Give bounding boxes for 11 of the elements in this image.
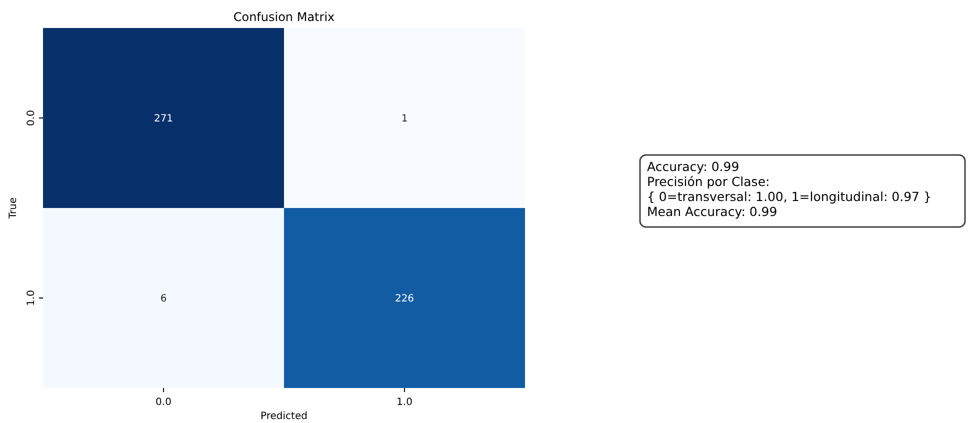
x-axis-title: Predicted [260, 411, 308, 422]
y-axis-title: True [8, 197, 19, 220]
data-label: 226 [394, 294, 414, 304]
data-label: 271 [154, 114, 174, 124]
data-label: 1 [401, 114, 408, 124]
text: Precisión por Clase: [647, 174, 770, 189]
data-label: 6 [160, 294, 167, 304]
text: Mean Accuracy: 0.99 [647, 204, 778, 219]
text: Accuracy: 0.99 [647, 159, 740, 174]
chart-title: Confusion Matrix [233, 10, 335, 24]
text: { 0=transversal: 1.00, 1=longitudinal: 0.97 } [647, 189, 932, 204]
